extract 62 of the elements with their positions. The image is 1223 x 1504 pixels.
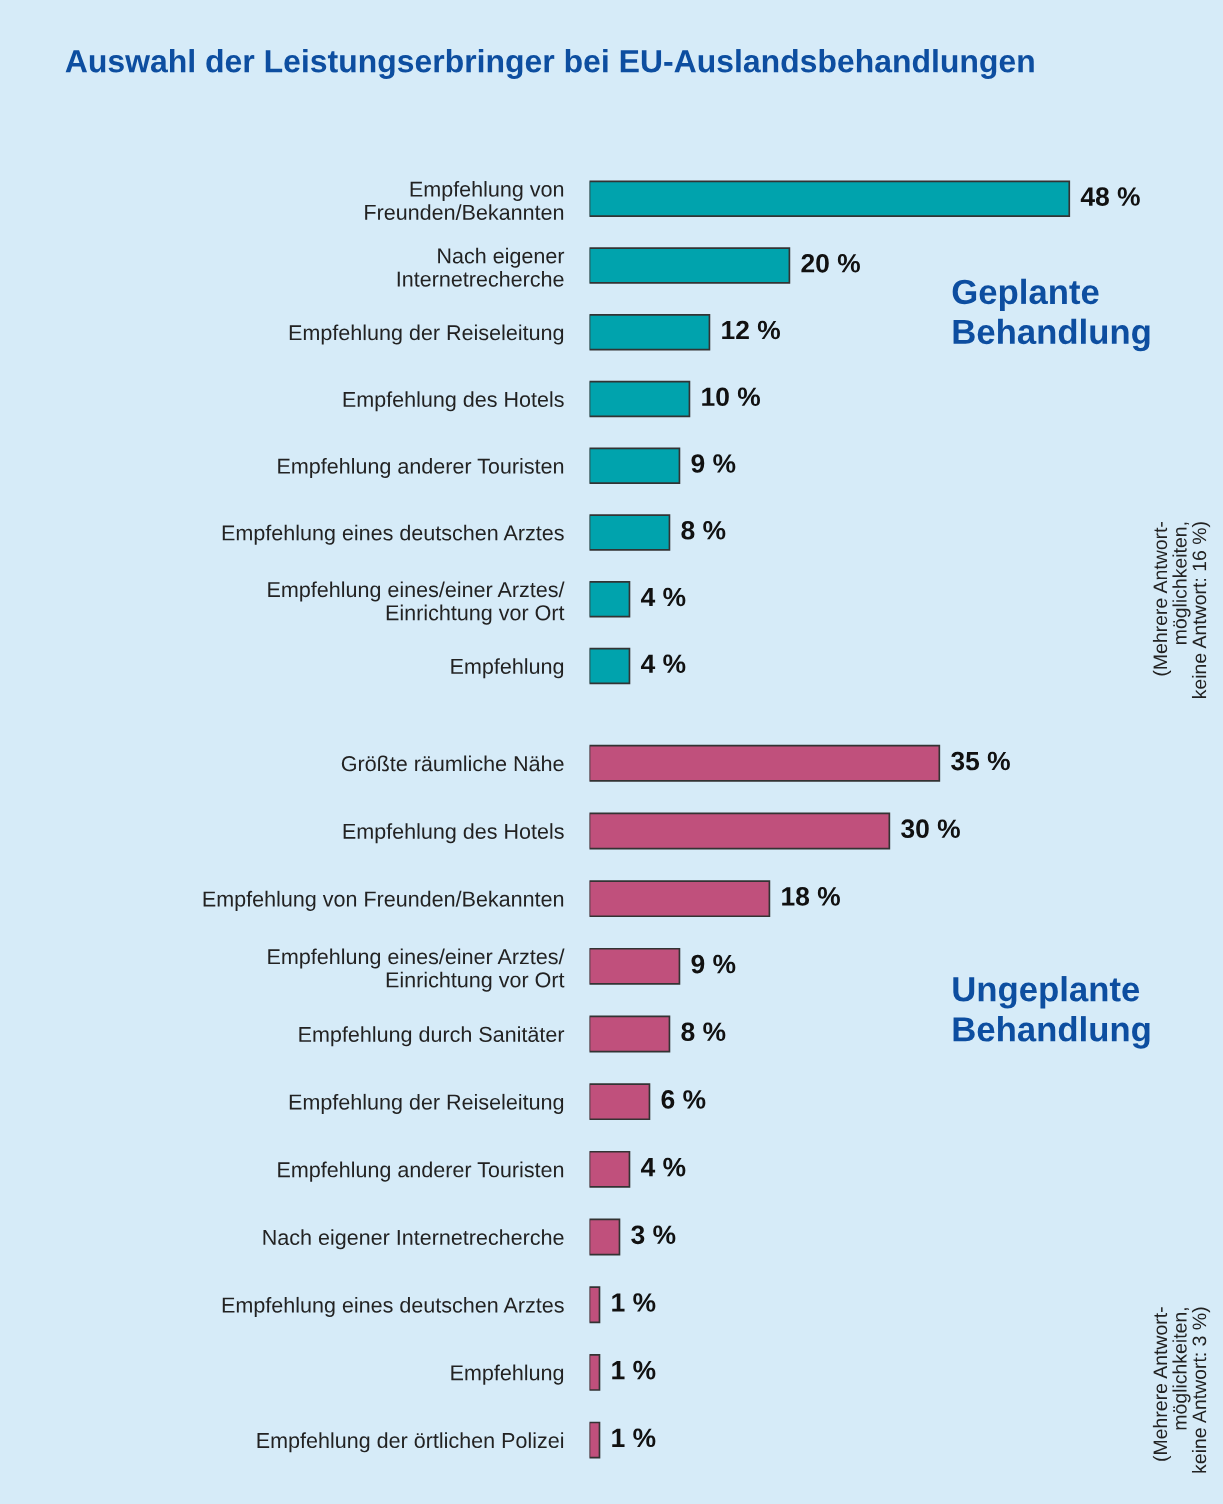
y-tick-label: Empfehlung eines deutschen Arztes [222,1296,564,1317]
bar [589,744,941,782]
y-tick-label: Empfehlung eines/einer Arztes/ Einrichtung vor Ort [268,948,565,992]
data-label: 3 % [631,1225,676,1245]
text: Ungeplante Behandlung [953,976,1150,1049]
y-tick-label: Empfehlung eines deutschen Arztes [222,524,564,545]
y-tick-label: Empfehlung der Reiseleitung [289,324,564,345]
data-label: 8 % [681,520,726,540]
bar [589,1421,601,1459]
bar [589,880,771,918]
data-label: 35 % [951,751,1010,771]
y-tick-label: Empfehlung der Reiseleitung [289,1093,564,1114]
y-tick-label: Empfehlung des Hotels [343,823,564,844]
bar [589,1083,651,1121]
y-tick-label: Nach eigener Internetrecherche [263,1229,564,1250]
y-tick-label: Nach eigener Internetrecherche [397,247,565,287]
bar [589,1218,621,1256]
bar [589,1015,671,1053]
data-label: 1 % [612,1428,656,1448]
bar [589,947,681,985]
data-label: 4 % [640,654,686,674]
data-label: 12 % [722,320,780,340]
data-label: 9 % [691,954,736,974]
bar [589,1150,631,1188]
y-tick-label: Empfehlung [451,658,564,679]
bar [589,380,691,418]
data-label: 4 % [640,587,686,607]
bar [589,180,1071,217]
data-label: 30 % [901,819,960,839]
bar [589,447,681,484]
y-tick-label: Größte räumliche Nähe [341,755,564,772]
y-tick-label: Empfehlung anderer Touristen [278,457,564,479]
bar [589,581,631,618]
y-tick-label: Empfehlung eines/einer Arztes/ Einrichtung vor Ort [268,581,565,625]
y-tick-label: Empfehlung anderer Touristen [278,1161,564,1182]
data-label: 10 % [702,387,761,407]
data-label: 20 % [801,253,860,273]
data-label: 48 % [1080,187,1140,206]
data-label: 8 % [681,1022,726,1042]
data-label: 9 % [691,454,736,473]
data-label: 4 % [640,1157,686,1177]
data-label: 1 % [612,1293,656,1312]
bar [589,647,631,685]
data-label: 1 % [612,1360,656,1380]
y-tick-label: Empfehlung von Freunden/Bekannten [365,180,564,220]
data-label: 18 % [782,887,840,906]
text: (Mehrere Antwort- möglichkeiten, keine Antwort: 3 %) [1152,1307,1211,1473]
y-tick-label: Empfehlung des Hotels [343,391,564,412]
text: (Mehrere Antwort- möglichkeiten, keine Antwort: 16 %) [1152,521,1211,699]
bar [589,812,891,850]
y-tick-label: Empfehlung von Freunden/Bekannten [203,890,564,911]
bar [589,1286,601,1324]
y-tick-label: Empfehlung [451,1364,564,1385]
bar [589,314,711,351]
data-label: 6 % [661,1090,706,1109]
text: Geplante Behandlung [952,278,1150,352]
y-tick-label: Empfehlung der örtlichen Polizei [257,1432,564,1453]
bar [589,1353,601,1391]
chart-title: Auswahl der Leistungserbringer bei EU-Auslandsbehandlungen [65,49,1034,79]
bar [589,514,671,551]
y-tick-label: Empfehlung durch Sanitäter [299,1026,565,1047]
bar [589,247,791,284]
